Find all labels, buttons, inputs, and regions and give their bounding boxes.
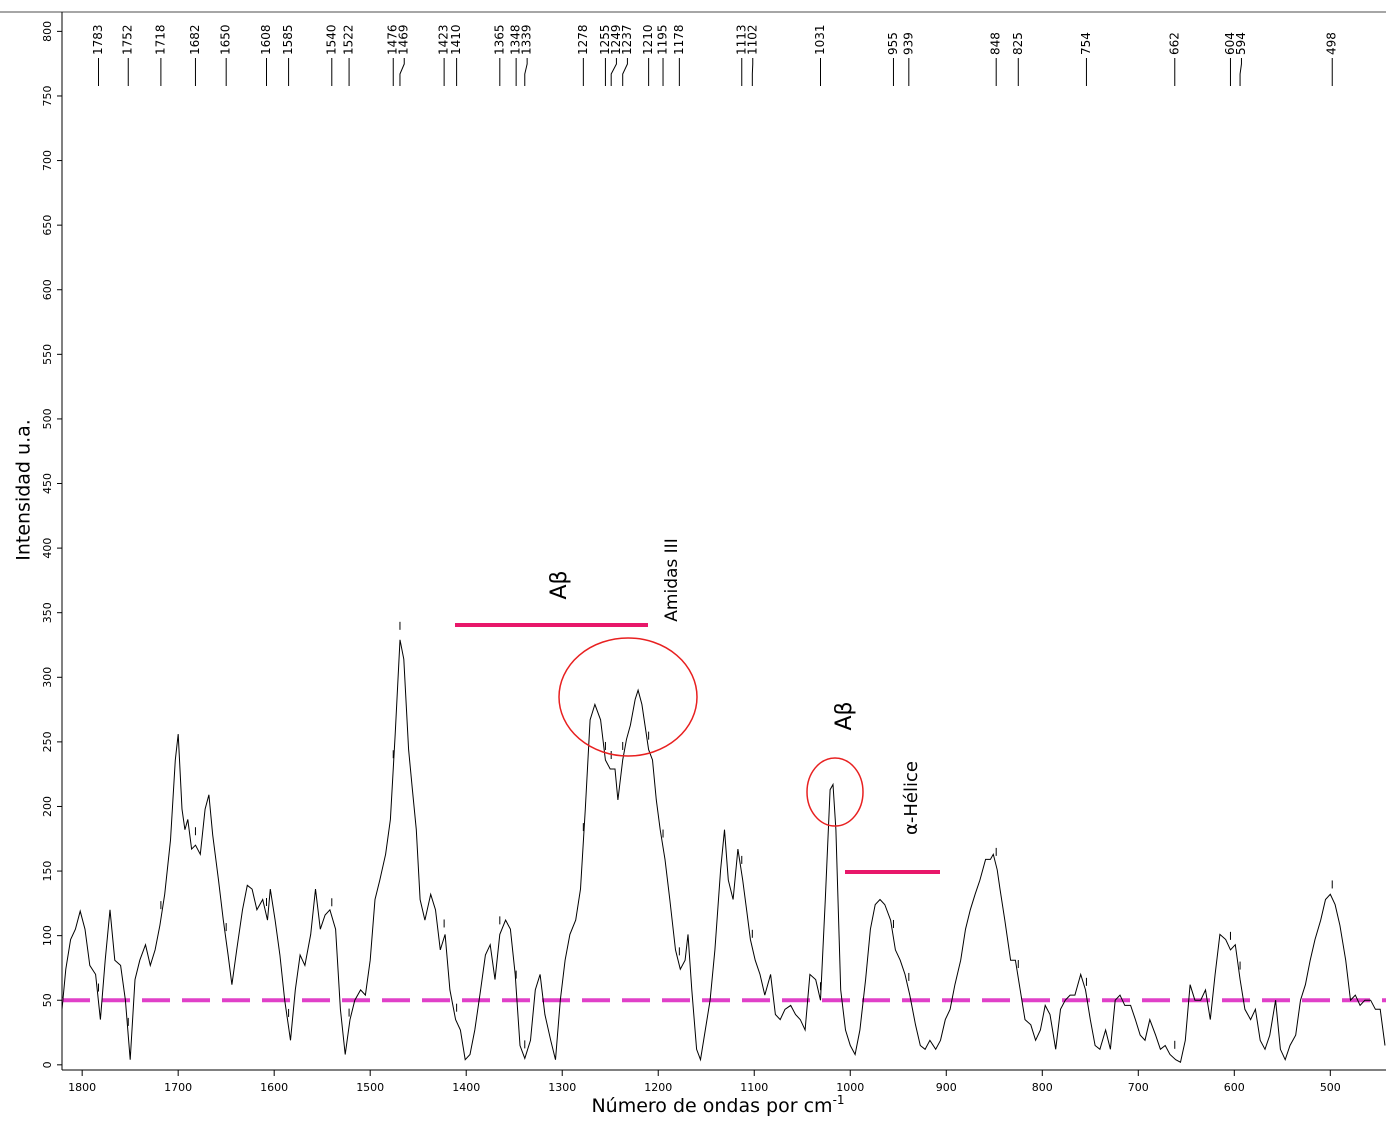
y-tick-label: 350: [41, 602, 54, 623]
x-tick-label: 600: [1224, 1081, 1245, 1094]
highlight-ellipse: [806, 757, 864, 827]
y-tick-label: 650: [41, 215, 54, 236]
peak-label: 662: [1167, 32, 1181, 55]
y-tick-label: 400: [41, 538, 54, 559]
peak-label: 1195: [656, 24, 670, 55]
y-tick-label: 600: [41, 279, 54, 300]
plot-area: 0 50 100 150 200 250 300 350 400 450 500 550 600 650 7…: [41, 21, 1386, 1094]
y-tick-label: 50: [41, 993, 54, 1007]
spectrum-line: [61, 639, 1386, 1063]
y-tick-label: 0: [41, 1061, 54, 1068]
peak-label: 1031: [813, 24, 827, 55]
x-axis-label-superscript: -1: [833, 1093, 845, 1107]
peak-label: 1278: [576, 24, 590, 55]
peak-leader: [610, 58, 617, 86]
y-tick-label: 700: [41, 150, 54, 171]
x-tick-label: 1600: [260, 1081, 288, 1094]
x-tick-label: 1800: [68, 1081, 96, 1094]
y-tick-label: 800: [41, 21, 54, 42]
peak-label: 1410: [449, 24, 463, 55]
x-tick-label: 1100: [740, 1081, 768, 1094]
x-axis-label-text: Número de ondas por cm: [591, 1095, 832, 1117]
y-tick-label: 100: [41, 925, 54, 946]
peak-label: 1255: [598, 24, 612, 55]
y-tick-label: 550: [41, 344, 54, 365]
peak-label: 604: [1223, 32, 1237, 55]
peak-label: 1210: [641, 24, 655, 55]
y-axis-label: Intensidad u.a.: [13, 419, 35, 561]
x-tick-label: 1400: [452, 1081, 480, 1094]
peak-label: 1585: [281, 24, 295, 55]
peak-label: 1365: [492, 24, 506, 55]
peak-label: 1249: [609, 24, 623, 55]
x-tick-label: 1500: [356, 1081, 384, 1094]
x-tick-label: 1000: [836, 1081, 864, 1094]
peak-label: 955: [886, 32, 900, 55]
peak-label: 1718: [153, 24, 167, 55]
peak-label: 1348: [509, 24, 523, 55]
peak-label: 1608: [259, 24, 273, 55]
peak-label: 848: [989, 32, 1003, 55]
annotation: Aβ: [832, 701, 857, 730]
annotation: Aβ: [547, 570, 572, 599]
peak-label: 1682: [188, 24, 202, 55]
x-tick-label: 700: [1128, 1081, 1149, 1094]
peak-label: 939: [901, 32, 915, 55]
peak-label: 754: [1079, 32, 1093, 55]
peak-label: 825: [1011, 32, 1025, 55]
peak-leader: [622, 58, 628, 86]
y-tick-label: 200: [41, 796, 54, 817]
annotation: Amidas III: [662, 538, 682, 621]
peak-leader: [524, 58, 528, 86]
y-tick-label: 150: [41, 861, 54, 882]
y-tick-label: 300: [41, 667, 54, 688]
peak-leader: [1239, 58, 1242, 86]
peak-label: 1102: [745, 24, 759, 55]
peak-label: 1178: [672, 24, 686, 55]
y-tick-label: 500: [41, 408, 54, 429]
y-tick-label: 750: [41, 85, 54, 106]
x-tick-label: 800: [1032, 1081, 1053, 1094]
highlight-ellipse: [558, 637, 698, 757]
peak-label: 1423: [437, 24, 451, 55]
peak-label: 1476: [386, 24, 400, 55]
peak-label: 1237: [620, 24, 634, 55]
peak-label: 498: [1325, 32, 1339, 55]
x-tick-label: 1300: [548, 1081, 576, 1094]
x-tick-label: 900: [936, 1081, 957, 1094]
annotation: α-Hélice: [901, 761, 922, 835]
x-axis-label: Número de ondas por cm-1: [591, 1093, 844, 1117]
peak-label: 1339: [520, 24, 534, 55]
peak-label: 1522: [342, 24, 356, 55]
peak-label: 1783: [91, 24, 105, 55]
peak-label: 1540: [324, 24, 338, 55]
x-tick-label: 1200: [644, 1081, 672, 1094]
x-tick-label: 1700: [164, 1081, 192, 1094]
peak-label: 1113: [734, 24, 748, 55]
peak-leader: [399, 58, 405, 86]
peak-label: 1469: [397, 24, 411, 55]
peak-label: 594: [1234, 32, 1248, 55]
x-tick-label: 500: [1320, 1081, 1341, 1094]
peak-label: 1650: [219, 24, 233, 55]
y-tick-label: 450: [41, 473, 54, 494]
peak-label: 1752: [121, 24, 135, 55]
y-tick-label: 250: [41, 731, 54, 752]
